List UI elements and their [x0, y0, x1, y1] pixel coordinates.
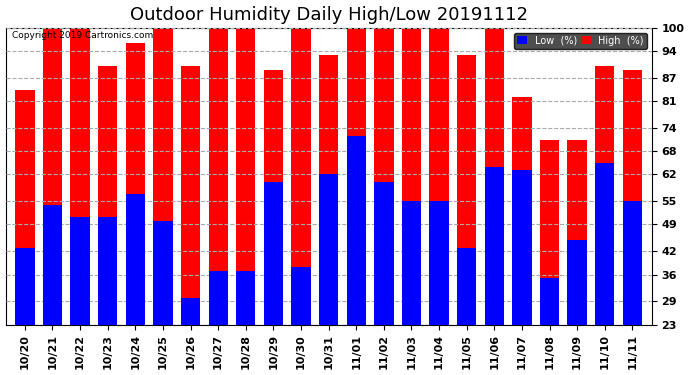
- Bar: [457, 248, 476, 325]
- Text: Copyright 2019 Cartronics.com: Copyright 2019 Cartronics.com: [12, 31, 153, 40]
- Bar: [540, 140, 559, 325]
- Bar: [457, 55, 476, 325]
- Bar: [181, 66, 200, 325]
- Bar: [567, 240, 586, 325]
- Bar: [512, 171, 531, 325]
- Bar: [264, 70, 283, 325]
- Bar: [484, 166, 504, 325]
- Bar: [236, 28, 255, 325]
- Bar: [236, 271, 255, 325]
- Bar: [512, 97, 531, 325]
- Bar: [540, 278, 559, 325]
- Bar: [153, 28, 172, 325]
- Bar: [374, 28, 393, 325]
- Bar: [264, 182, 283, 325]
- Title: Outdoor Humidity Daily High/Low 20191112: Outdoor Humidity Daily High/Low 20191112: [130, 6, 528, 24]
- Bar: [595, 66, 614, 325]
- Bar: [98, 66, 117, 325]
- Bar: [567, 140, 586, 325]
- Bar: [484, 28, 504, 325]
- Bar: [346, 28, 366, 325]
- Bar: [623, 201, 642, 325]
- Bar: [15, 248, 34, 325]
- Bar: [43, 28, 62, 325]
- Bar: [208, 28, 228, 325]
- Bar: [70, 28, 90, 325]
- Bar: [70, 217, 90, 325]
- Legend: Low  (%), High  (%): Low (%), High (%): [514, 33, 647, 49]
- Bar: [595, 163, 614, 325]
- Bar: [291, 28, 310, 325]
- Bar: [126, 43, 145, 325]
- Bar: [153, 220, 172, 325]
- Bar: [374, 182, 393, 325]
- Bar: [402, 28, 421, 325]
- Bar: [623, 70, 642, 325]
- Bar: [346, 136, 366, 325]
- Bar: [208, 271, 228, 325]
- Bar: [402, 201, 421, 325]
- Bar: [126, 194, 145, 325]
- Bar: [319, 55, 338, 325]
- Bar: [429, 201, 448, 325]
- Bar: [291, 267, 310, 325]
- Bar: [43, 205, 62, 325]
- Bar: [181, 298, 200, 325]
- Bar: [319, 174, 338, 325]
- Bar: [429, 28, 448, 325]
- Bar: [15, 90, 34, 325]
- Bar: [98, 217, 117, 325]
